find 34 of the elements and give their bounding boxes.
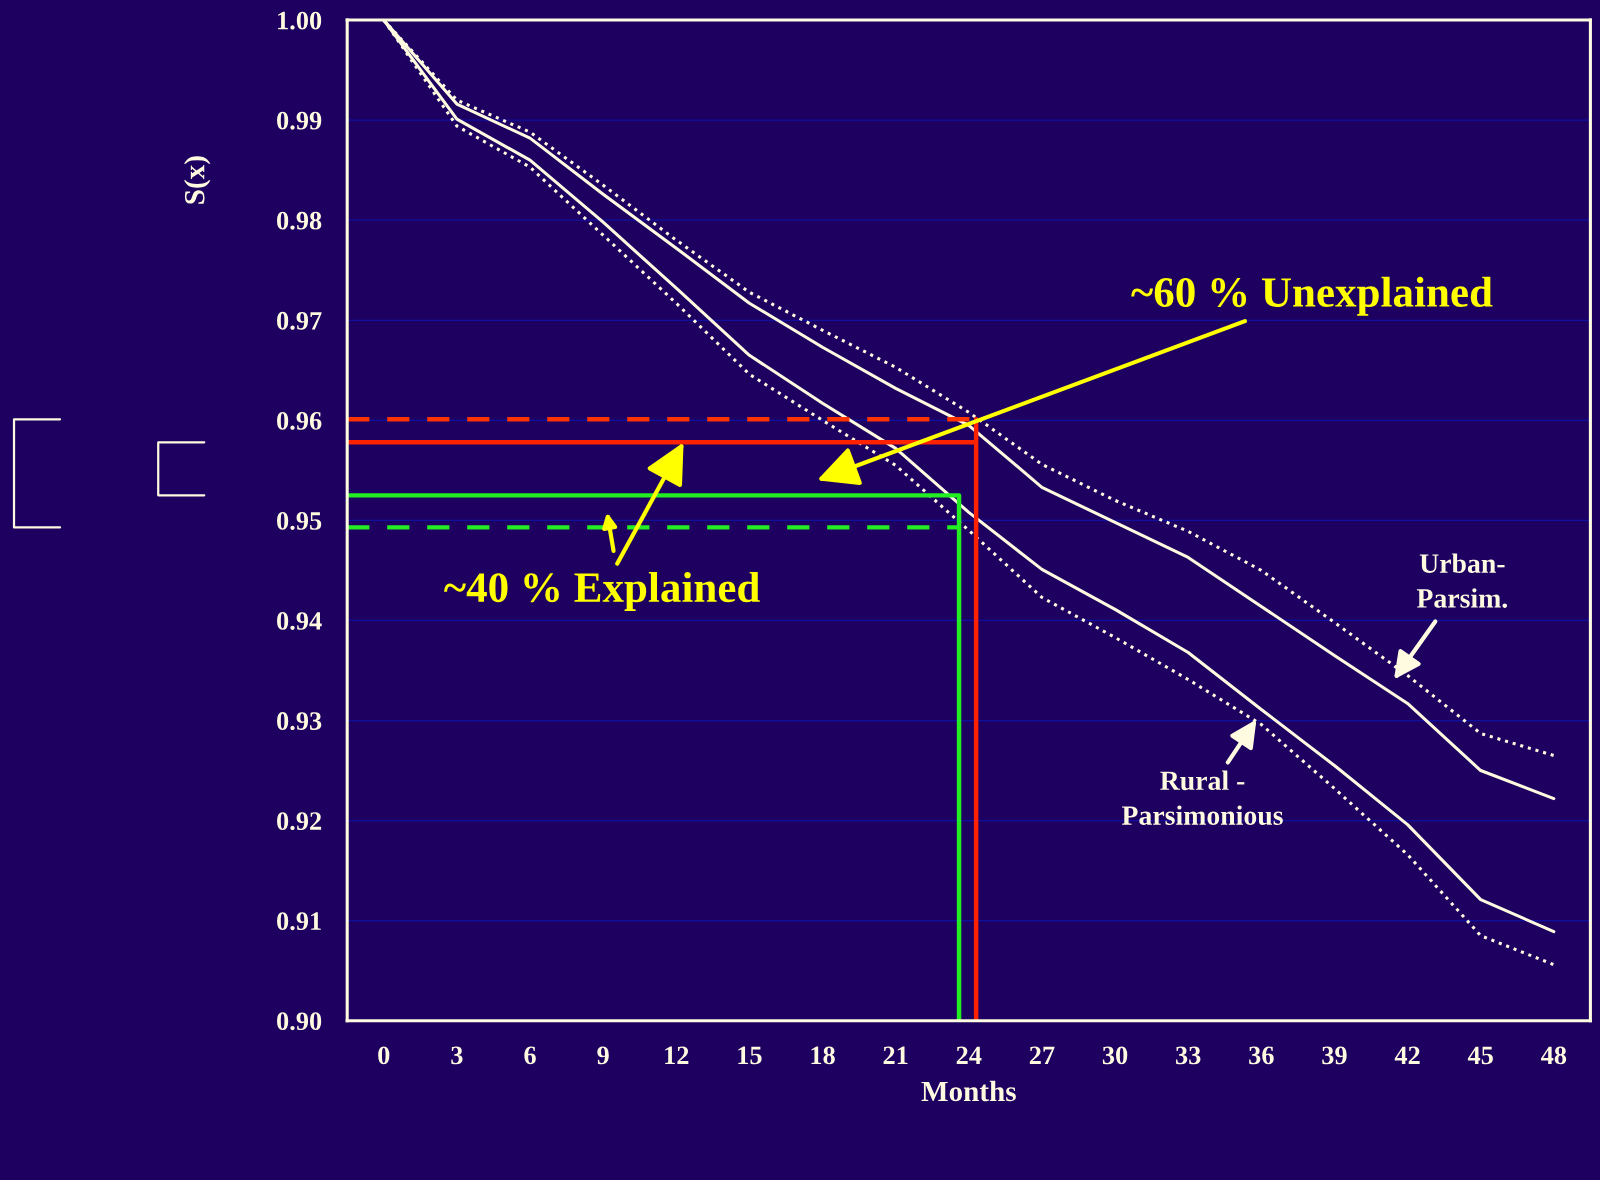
x-axis-title: Months	[921, 1080, 1016, 1102]
x-tick-label: 12	[665, 1046, 689, 1065]
y-tick-label: 0.96	[277, 411, 322, 430]
x-tick-label: 3	[451, 1046, 463, 1065]
x-tick-label: 42	[1394, 1046, 1420, 1065]
y-tick-label: 0.97	[277, 311, 322, 330]
y-tick-label: 0.98	[277, 211, 322, 230]
y-axis-title: S(x)	[184, 156, 211, 204]
y-tick-label: 0.91	[277, 912, 321, 931]
y-tick-label: 0.93	[277, 712, 322, 731]
y-tick-label: 1.00	[278, 11, 322, 30]
annotation: Urban- Parsim.	[1416, 553, 1508, 608]
x-tick-label: 48	[1541, 1046, 1567, 1065]
x-tick-label: 9	[597, 1046, 609, 1065]
x-tick-label: 18	[811, 1046, 835, 1065]
annotation: Rural - Parsimonious	[1121, 770, 1283, 825]
y-tick-label: 0.99	[277, 111, 322, 130]
y-tick-label: 0.95	[277, 511, 322, 530]
x-tick-label: 30	[1102, 1046, 1128, 1065]
x-tick-label: 27	[1029, 1046, 1055, 1065]
x-tick-label: 21	[883, 1046, 908, 1065]
x-tick-label: 0	[378, 1046, 390, 1065]
y-tick-label: 0.90	[277, 1012, 322, 1031]
x-tick-label: 45	[1467, 1046, 1493, 1065]
annotation: ~40 % Explained	[444, 571, 760, 611]
x-tick-label: 36	[1249, 1046, 1274, 1065]
x-tick-label: 15	[738, 1046, 762, 1065]
x-tick-label: 6	[524, 1046, 536, 1065]
x-tick-label: 39	[1322, 1046, 1347, 1065]
x-tick-label: 33	[1175, 1046, 1201, 1065]
y-tick-label: 0.94	[277, 612, 322, 630]
annotation: ~60 % Unexplained	[1131, 276, 1493, 316]
y-tick-label: 0.92	[277, 812, 322, 831]
x-tick-label: 24	[956, 1046, 982, 1065]
